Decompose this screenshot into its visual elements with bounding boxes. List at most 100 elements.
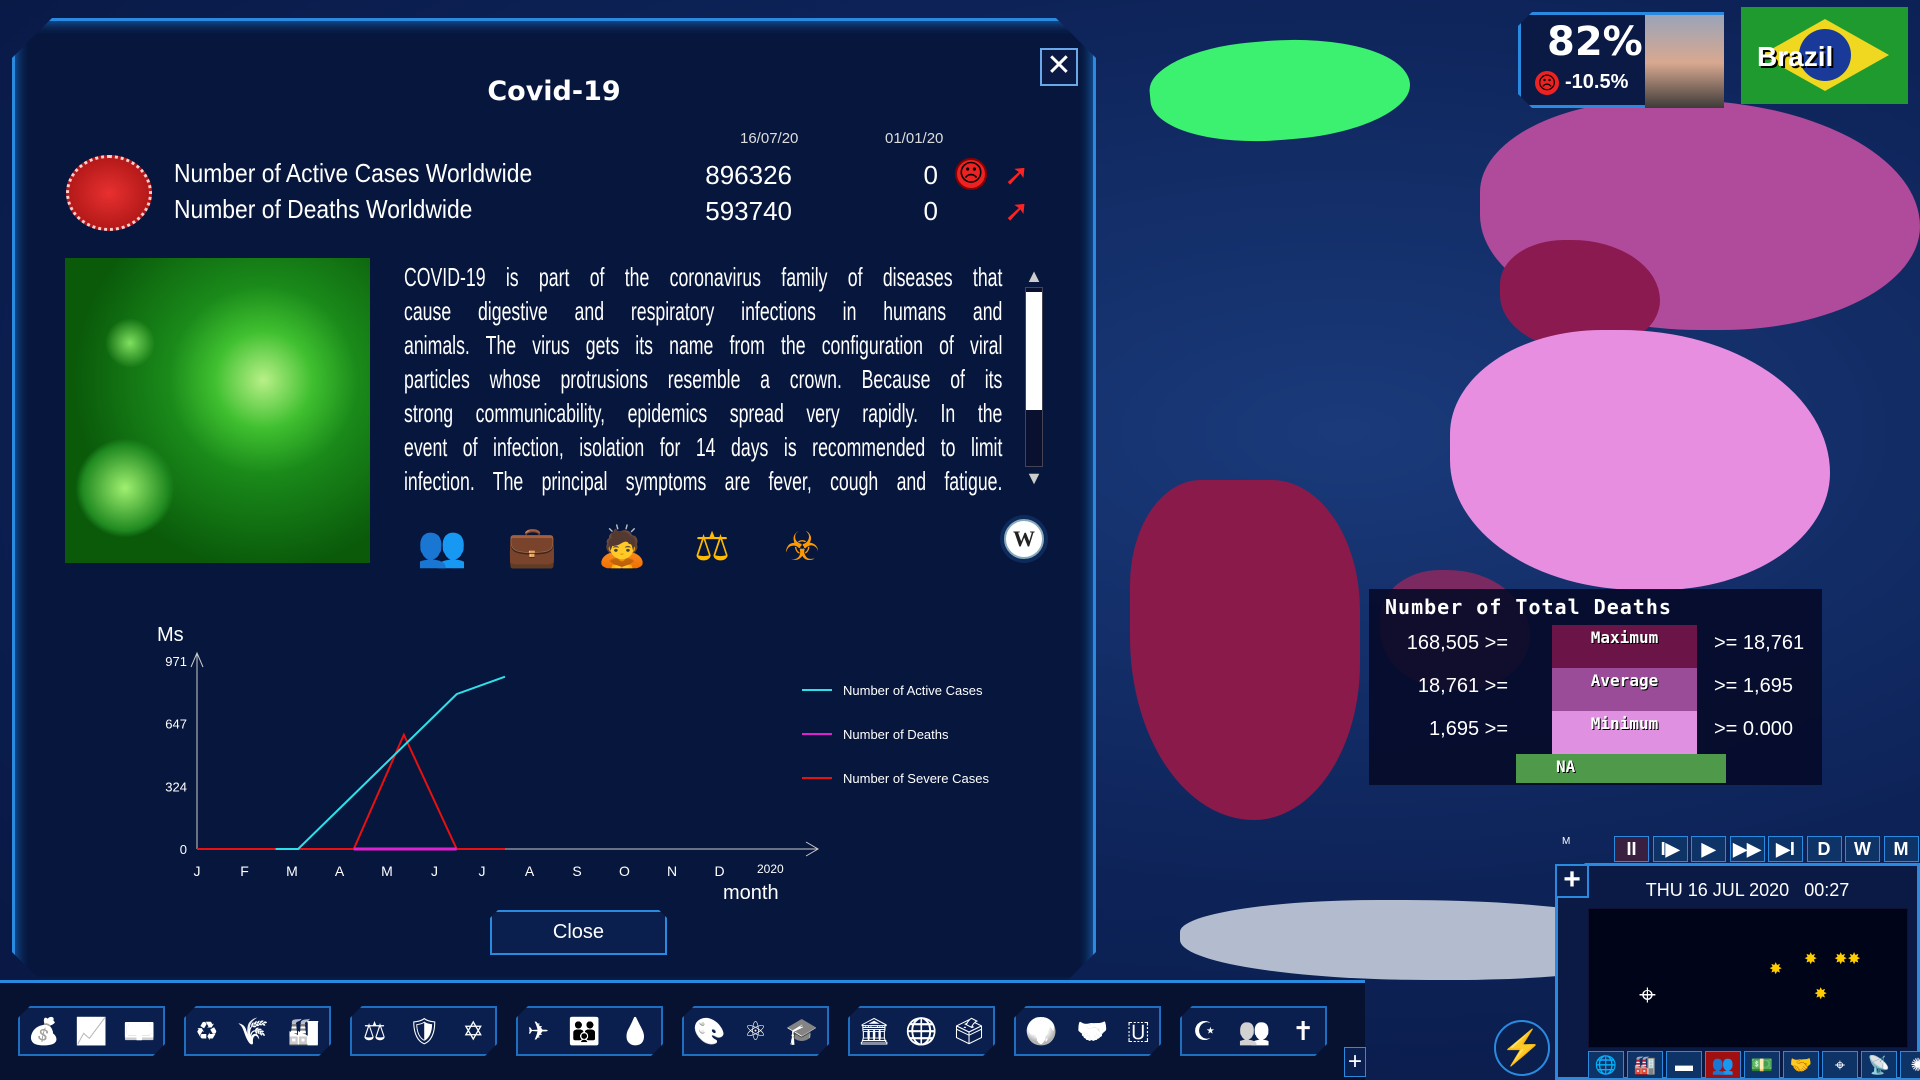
date-start: 01/01/20 xyxy=(885,130,944,147)
expand-plus-button[interactable]: + xyxy=(1555,864,1589,898)
toolbar-group-environment[interactable]: ♻ 🌾 🏭 xyxy=(184,1006,331,1056)
worker-icon: 🙇 xyxy=(597,525,647,569)
virus-icon xyxy=(66,155,152,231)
x-axis-arrow xyxy=(805,841,819,857)
step-button[interactable]: I▶ xyxy=(1652,836,1688,862)
legend-label: Number of Severe Cases xyxy=(843,771,989,786)
scroll-up-icon[interactable]: ▲ xyxy=(1025,266,1043,286)
toolbar-plus-button[interactable]: + xyxy=(1344,1047,1366,1077)
event-marker-icon: ✸ xyxy=(1804,951,1818,968)
toolbar-group-religion[interactable]: ☪ 👥 ✝ xyxy=(1180,1006,1327,1056)
description-line: cause digestive and respiratory infectio… xyxy=(404,296,1003,326)
culture-icon-1[interactable]: ⚛ xyxy=(743,1015,768,1046)
environment-icon-2[interactable]: 🏭 xyxy=(287,1015,320,1046)
legend-upper: >= 1,695 xyxy=(1714,675,1793,697)
toolbar-group-politics[interactable]: 🏛 🌐 🗳 xyxy=(848,1006,995,1056)
handshake-button[interactable]: 🤝 xyxy=(1783,1051,1819,1079)
target-button[interactable]: ⌖ xyxy=(1822,1051,1858,1079)
virus-particle xyxy=(75,438,175,538)
stat-label: Number of Deaths Worldwide xyxy=(174,194,473,224)
x-tick-label: M xyxy=(286,863,298,879)
society-icon-0[interactable]: ✈ xyxy=(527,1015,550,1046)
x-tick-label: J xyxy=(431,863,438,879)
leader-portrait[interactable] xyxy=(1645,15,1724,108)
virus-image xyxy=(65,258,370,563)
event-marker-icon: ✸ xyxy=(1769,961,1783,978)
fastest-button[interactable]: ▶I xyxy=(1768,836,1803,862)
x-tick-label: J xyxy=(194,863,201,879)
legend-band-average: Average xyxy=(1552,668,1697,711)
industry-button[interactable]: 🏭 xyxy=(1627,1051,1663,1079)
close-icon[interactable]: ✕ xyxy=(1040,48,1078,86)
economy-icon-2[interactable]: 💵 xyxy=(122,1015,156,1046)
minimap[interactable]: THU 16 JUL 2020 00:27 ⌖ ✸ ✸ ✸✸ ✸ 🌐 🏭 ▬ 👥 💵 🤝 ⌖… xyxy=(1555,863,1920,1080)
week-button[interactable]: W xyxy=(1845,836,1880,862)
date-current: 16/07/20 xyxy=(740,130,799,147)
description-scrollbar[interactable]: ▲ ▼ xyxy=(1022,267,1046,492)
population-icon: 👥 xyxy=(417,525,467,569)
close-button[interactable]: Close xyxy=(490,910,667,955)
toolbar-group-security[interactable]: ⚖ 🛡 ✡ xyxy=(350,1006,497,1056)
economy-icon-0[interactable]: 💰 xyxy=(27,1015,61,1046)
culture-icon-2[interactable]: 🎓 xyxy=(785,1015,818,1046)
toolbar-group-society[interactable]: ✈ 👪 💧 xyxy=(516,1006,663,1056)
security-icon-2[interactable]: ✡ xyxy=(462,1015,485,1046)
biohazard-icon: ☣ xyxy=(784,525,820,569)
fast-forward-button[interactable]: ▶▶ xyxy=(1729,836,1765,862)
scroll-track[interactable] xyxy=(1025,287,1043,467)
description-line: infection. The principal symptoms are fe… xyxy=(404,466,1003,496)
politics-icon-0[interactable]: 🏛 xyxy=(857,1015,891,1046)
politics-icon-2[interactable]: 🗳 xyxy=(952,1015,986,1046)
event-marker-icon: ✸✸ xyxy=(1834,951,1861,968)
effect-icons: 👥 💼 🙇 ⚖ ☣ xyxy=(408,515,836,579)
culture-icon-0[interactable]: 🎨 xyxy=(693,1015,726,1046)
diplomacy-icon-2[interactable]: 🇺 xyxy=(1126,1015,1150,1045)
crosshair-icon: ⌖ xyxy=(1639,979,1656,1012)
dialog-title: Covid-19 xyxy=(487,76,621,107)
security-icon-1[interactable]: 🛡 xyxy=(407,1015,441,1046)
security-icon-0[interactable]: ⚖ xyxy=(362,1015,387,1046)
legend-band-maximum: Maximum xyxy=(1552,625,1697,668)
environment-icon-1[interactable]: 🌾 xyxy=(236,1015,270,1046)
y-axis-arrow xyxy=(190,651,204,668)
day-button[interactable]: D xyxy=(1806,836,1842,862)
toolbar-group-economy[interactable]: 💰 📈 💵 xyxy=(18,1006,165,1056)
globe-button[interactable]: 🌐 xyxy=(1588,1051,1624,1079)
toolbar-group-culture[interactable]: 🎨 ⚛ 🎓 xyxy=(682,1006,829,1056)
society-icon-1[interactable]: 👪 xyxy=(568,1015,601,1046)
legend-band-na: NA xyxy=(1516,754,1726,783)
legend-lower: 1,695 >= xyxy=(1429,718,1508,740)
minimap-world[interactable]: ⌖ ✸ ✸ ✸✸ ✸ xyxy=(1588,908,1908,1048)
cases-chart: Ms month 2020 0 324 647 971 J F M A M J J A S O N D Numb… xyxy=(157,624,989,904)
economy-icon-1[interactable]: 📈 xyxy=(75,1015,108,1046)
scroll-down-icon[interactable]: ▼ xyxy=(1025,468,1043,488)
politics-icon-1[interactable]: 🌐 xyxy=(905,1015,938,1046)
diplomacy-icon-1[interactable]: 🤝 xyxy=(1075,1015,1109,1046)
protest-button[interactable]: 👥 xyxy=(1705,1051,1741,1079)
wikipedia-button[interactable]: W xyxy=(1004,519,1044,559)
satellite-button[interactable]: 📡 xyxy=(1861,1051,1897,1079)
virus-button[interactable]: ✺ xyxy=(1900,1051,1920,1079)
money-button[interactable]: 💵 xyxy=(1744,1051,1780,1079)
legend-label: Number of Active Cases xyxy=(843,683,983,698)
religion-icon-2[interactable]: ✝ xyxy=(1292,1015,1315,1046)
stat-start: 0 xyxy=(923,196,938,226)
power-globe-icon[interactable]: ⚡ xyxy=(1494,1020,1550,1076)
environment-icon-0[interactable]: ♻ xyxy=(195,1015,219,1046)
religion-icon-0[interactable]: ☪ xyxy=(1192,1015,1217,1046)
month-button[interactable]: M xyxy=(1883,836,1919,862)
description-line: particles whose protrusions resemble a c… xyxy=(404,364,1003,394)
country-flag[interactable]: Brazil xyxy=(1741,7,1908,104)
diplomacy-icon-0[interactable]: 🌍 xyxy=(1025,1015,1058,1046)
description-line: strong communicability, epidemics spread… xyxy=(404,398,1003,428)
religion-icon-1[interactable]: 👥 xyxy=(1238,1015,1271,1046)
society-icon-2[interactable]: 💧 xyxy=(619,1015,652,1046)
tank-button[interactable]: ▬ xyxy=(1666,1051,1702,1079)
play-button[interactable]: ▶ xyxy=(1691,836,1726,862)
x-tick-label: J xyxy=(479,863,486,879)
pause-button[interactable]: II xyxy=(1614,836,1649,862)
scroll-thumb[interactable] xyxy=(1026,292,1042,410)
legend-lower: 18,761 >= xyxy=(1417,675,1508,697)
leader-approval-panel[interactable]: 82% ☹ -10.5% xyxy=(1518,12,1724,108)
toolbar-group-diplomacy[interactable]: 🌍 🤝 🇺 xyxy=(1014,1006,1161,1056)
